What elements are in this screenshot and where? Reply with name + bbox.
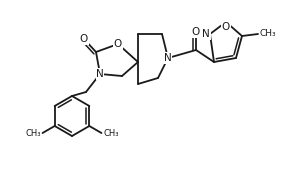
- Text: N: N: [202, 29, 210, 39]
- Text: CH₃: CH₃: [25, 129, 41, 137]
- Text: CH₃: CH₃: [103, 129, 119, 137]
- Text: O: O: [114, 39, 122, 49]
- Text: O: O: [80, 34, 88, 44]
- Text: CH₃: CH₃: [259, 30, 276, 38]
- Text: N: N: [96, 69, 104, 79]
- Text: O: O: [192, 27, 200, 37]
- Text: O: O: [222, 22, 230, 32]
- Text: N: N: [164, 53, 172, 63]
